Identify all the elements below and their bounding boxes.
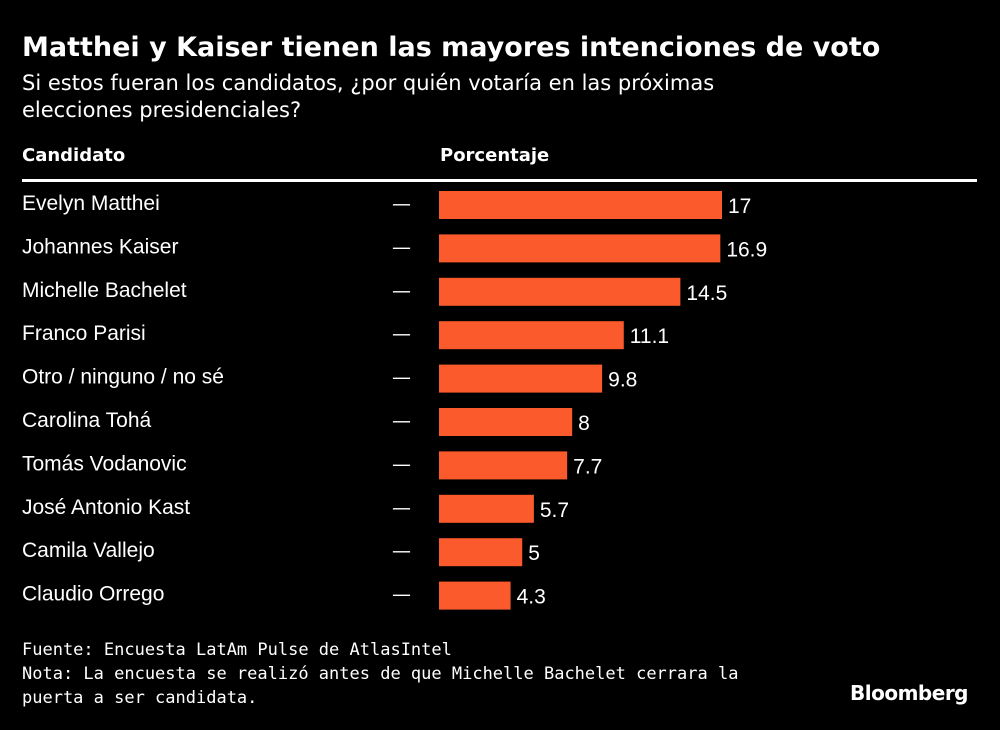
category-label: Tomás Vodanovic <box>22 452 187 475</box>
bar <box>439 451 568 480</box>
category-label: José Antonio Kast <box>22 496 190 519</box>
bar-row: Franco Parisi — 11.1 <box>22 321 669 350</box>
bar <box>439 408 573 436</box>
bar-row: Otro / ninguno / no sé — 9.8 <box>22 364 637 393</box>
value-label: 7.7 <box>573 455 602 478</box>
bar <box>439 581 511 610</box>
bloomberg-logo: Bloomberg <box>850 681 968 705</box>
value-label: 14.5 <box>686 282 727 305</box>
bar <box>439 494 534 523</box>
bar-row: Michelle Bachelet — 14.5 <box>22 277 727 306</box>
row-dash: — <box>392 540 411 562</box>
category-label: Evelyn Matthei <box>22 192 160 215</box>
header-divider <box>22 179 977 182</box>
bar <box>439 538 523 567</box>
bar-row: Carolina Tohá — 8 <box>22 408 590 436</box>
category-label: Michelle Bachelet <box>22 279 187 302</box>
bar <box>439 234 721 263</box>
bar-row: Johannes Kaiser — 16.9 <box>22 234 767 263</box>
value-label: 5 <box>528 542 540 565</box>
value-label: 11.1 <box>630 325 669 348</box>
category-label: Camila Vallejo <box>22 539 155 562</box>
column-header-candidate: Candidato <box>22 145 126 166</box>
category-label: Otro / ninguno / no sé <box>22 366 224 389</box>
row-dash: — <box>392 497 411 519</box>
bar-row: José Antonio Kast — 5.7 <box>22 494 569 523</box>
value-label: 16.9 <box>726 238 767 261</box>
bar-chart: Evelyn Matthei — 17 Johannes Kaiser — 16.9 Mic… <box>22 191 767 610</box>
category-label: Carolina Tohá <box>22 409 152 432</box>
row-dash: — <box>392 453 411 475</box>
bar-row: Claudio Orrego — 4.3 <box>22 581 546 610</box>
bar <box>439 191 722 219</box>
footnote-text: Nota: La encuesta se realizó antes de qu… <box>22 664 739 708</box>
bar-row: Camila Vallejo — 5 <box>22 538 540 567</box>
source-note: Fuente: Encuesta LatAm Pulse de AtlasInt… <box>22 640 452 660</box>
bar-row: Evelyn Matthei — 17 <box>22 191 751 219</box>
value-label: 17 <box>728 195 751 218</box>
row-dash: — <box>392 280 411 302</box>
row-dash: — <box>392 367 411 389</box>
chart-subtitle: Si estos fueran los candidatos, ¿por qui… <box>22 71 715 122</box>
bar <box>439 364 603 393</box>
row-dash: — <box>392 584 411 606</box>
category-label: Claudio Orrego <box>22 583 164 606</box>
category-label: Johannes Kaiser <box>22 235 178 258</box>
row-dash: — <box>392 193 411 215</box>
value-label: 9.8 <box>608 369 637 392</box>
value-label: 8 <box>578 412 590 435</box>
bar <box>439 277 681 306</box>
value-label: 5.7 <box>540 499 569 522</box>
bar <box>439 321 624 350</box>
column-header-percentage: Porcentaje <box>440 145 550 166</box>
row-dash: — <box>392 323 411 345</box>
row-dash: — <box>392 410 411 432</box>
row-dash: — <box>392 236 411 258</box>
category-label: Franco Parisi <box>22 322 146 345</box>
chart-title: Matthei y Kaiser tienen las mayores inte… <box>22 32 881 63</box>
value-label: 4.3 <box>517 586 546 609</box>
bar-row: Tomás Vodanovic — 7.7 <box>22 451 602 480</box>
